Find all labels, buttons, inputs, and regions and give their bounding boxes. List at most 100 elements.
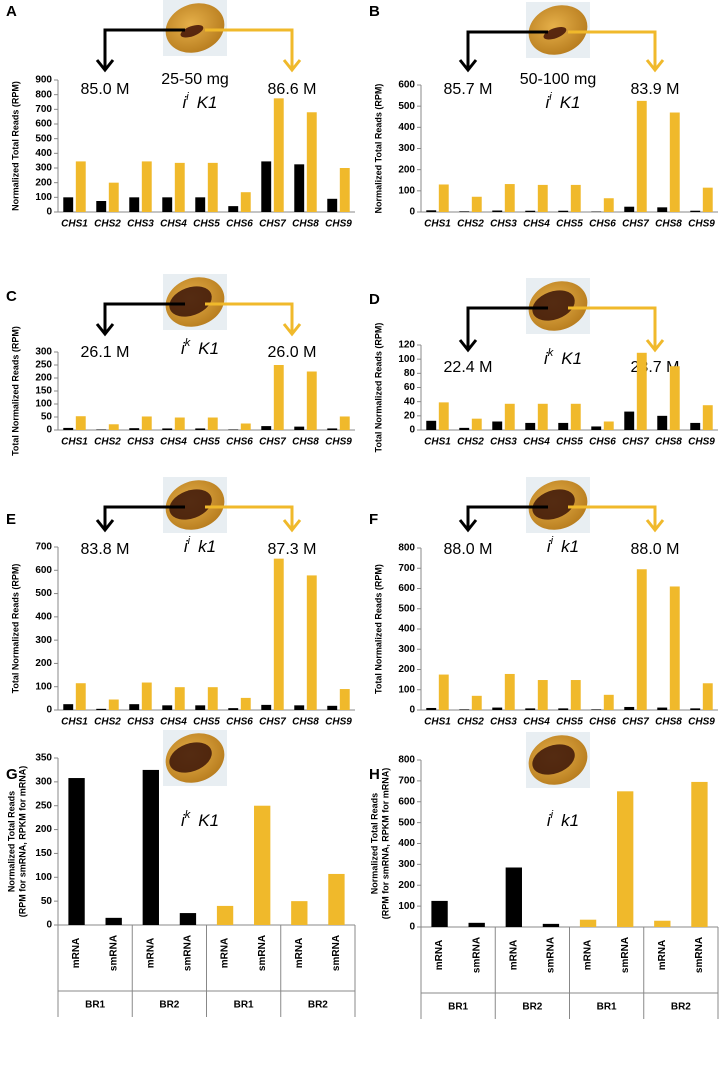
bar (669, 586, 680, 710)
x-tick-label: CHS6 (226, 437, 253, 448)
x-tick-label: CHS2 (457, 717, 484, 728)
x-tick-label: CHS9 (688, 219, 715, 230)
seed-hilum (169, 742, 212, 773)
arrow-black (103, 302, 185, 334)
bar (240, 423, 251, 430)
bar (537, 403, 548, 430)
genotype-base: i (184, 537, 189, 556)
bar (254, 805, 271, 925)
x-tick-label: smRNA (257, 935, 268, 971)
y-tick-label: 300 (35, 347, 52, 358)
x-tick-label: CHS9 (325, 219, 352, 230)
y-tick-label: 500 (398, 603, 415, 614)
bar (471, 418, 482, 430)
y-tick-label: 300 (35, 776, 52, 787)
y-tick-label: 700 (35, 542, 52, 553)
group-label: BR2 (671, 1002, 691, 1013)
y-tick-label: 350 (35, 753, 52, 764)
genotype: ii k1 (547, 809, 579, 831)
bar (228, 206, 239, 212)
x-tick-label: CHS2 (94, 219, 121, 230)
x-tick-label: smRNA (694, 937, 705, 973)
arrow-head-yellow (282, 59, 302, 73)
bar (228, 429, 239, 430)
bar (505, 867, 522, 927)
bar (108, 699, 119, 710)
bar (261, 426, 272, 430)
group-label: BR1 (234, 1000, 254, 1011)
x-tick-label: CHS9 (325, 437, 352, 448)
bar (690, 422, 701, 430)
x-tick-label: CHS1 (61, 437, 88, 448)
bar (68, 778, 85, 925)
bar (438, 184, 449, 212)
bar (63, 197, 74, 212)
y-axis-label: Normalized Total Reads (RPM) (10, 81, 20, 211)
bar (690, 708, 701, 710)
bar (537, 680, 548, 710)
group-label: BR2 (522, 1002, 542, 1013)
arrow-yellow (568, 505, 657, 530)
panel-label: E (6, 511, 16, 528)
bar (426, 420, 437, 430)
bar (624, 706, 635, 710)
y-tick-label: 100 (398, 901, 415, 912)
panel-label: D (369, 291, 380, 308)
bar (216, 905, 234, 925)
read-count: 22.4 M (444, 359, 493, 376)
x-tick-label: CHS5 (556, 717, 583, 728)
y-tick-label: 900 (35, 75, 52, 86)
bar (570, 680, 581, 710)
x-tick-label: CHS6 (226, 717, 253, 728)
genotype-base: i (544, 349, 549, 368)
x-tick-label: smRNA (183, 935, 194, 971)
bar (603, 198, 614, 212)
y-tick-label: 200 (35, 373, 52, 384)
bar (504, 184, 515, 212)
genotype-sup: k (548, 347, 554, 359)
bar (603, 421, 614, 430)
y-axis-label: Normalized Total Reads (RPM) (373, 84, 383, 214)
bar (195, 197, 206, 212)
x-tick-label: CHS5 (193, 717, 220, 728)
y-tick-label: 100 (35, 192, 52, 203)
group-label: BR2 (308, 1000, 328, 1011)
bar (504, 673, 515, 710)
bar (195, 428, 206, 430)
y-tick-label: 700 (35, 104, 52, 115)
y-tick-label: 200 (35, 658, 52, 669)
genotype: ii K1 (182, 91, 217, 113)
genotype-sup: i (188, 535, 191, 547)
bar (75, 161, 86, 212)
bar (657, 207, 668, 212)
bar (129, 197, 140, 212)
x-tick-label: CHS5 (556, 437, 583, 448)
seed-hilum (543, 27, 567, 40)
arrow-head-black (458, 59, 478, 73)
bar (63, 427, 74, 430)
y-tick-label: 250 (35, 800, 52, 811)
y-tick-label: 600 (35, 565, 52, 576)
arrow-head-yellow (282, 323, 302, 337)
x-tick-label: CHS9 (688, 437, 715, 448)
bar (471, 695, 482, 710)
bar (141, 682, 152, 710)
x-tick-label: CHS9 (325, 717, 352, 728)
x-tick-label: mRNA (434, 940, 445, 971)
arrow-black (103, 28, 185, 70)
y-tick-label: 100 (35, 681, 52, 692)
genotype: ik K1 (181, 809, 219, 831)
x-tick-label: CHS3 (127, 437, 154, 448)
group-label: BR2 (159, 1000, 179, 1011)
read-count: 83.8 M (81, 541, 130, 558)
seed-hilum (532, 290, 575, 321)
x-tick-label: CHS6 (589, 219, 616, 230)
arrow-head-yellow (645, 519, 665, 533)
arrow-head-black (458, 519, 478, 533)
panel-label: H (369, 766, 380, 783)
read-count: 26.1 M (81, 344, 130, 361)
stage: 50-100 mg (520, 71, 597, 88)
arrow-black (466, 505, 548, 530)
bar (471, 196, 482, 212)
arrow-head-black (95, 519, 115, 533)
